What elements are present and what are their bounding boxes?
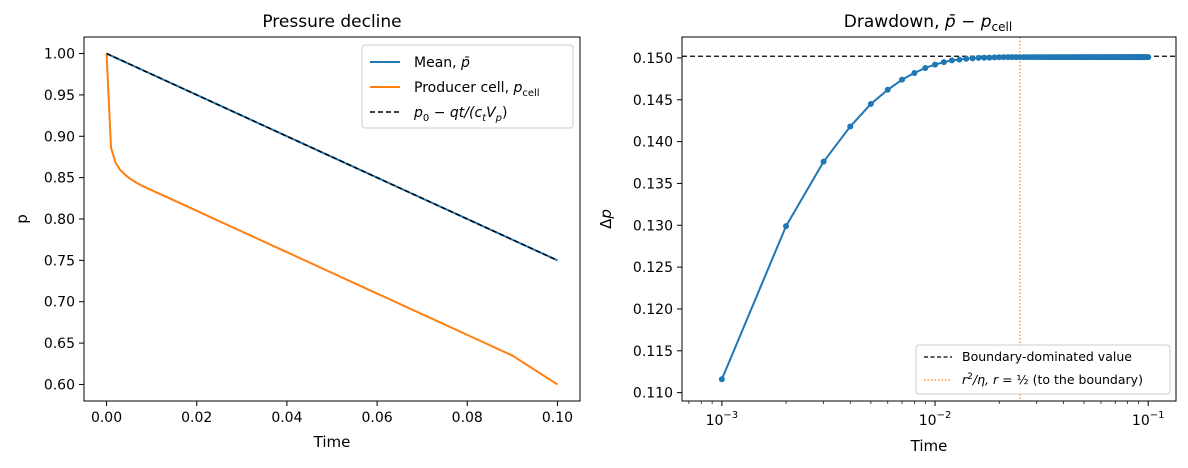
chart1-y-ticks: 0.60 0.65 0.70 0.75 0.80 0.85 0.90 0.95 1.00: [44, 47, 84, 393]
chart2-legend: Boundary-dominated value r2/η, r = ½ (to…: [915, 344, 1171, 395]
legend-entry-producer: Producer cell, pcell: [414, 80, 540, 99]
chart1-y-tick-label: 0.65: [44, 336, 75, 352]
chart1-x-tick-label: 0.00: [91, 410, 122, 426]
chart1-x-tick-label: 0.06: [362, 410, 393, 426]
legend-entry-diffusion-time: r2/η, r = ½ (to the boundary): [962, 372, 1143, 387]
drawdown-point: [996, 54, 1003, 61]
drawdown-point: [783, 223, 790, 230]
drawdown-point: [940, 59, 947, 66]
drawdown-point: [975, 54, 982, 61]
drawdown-point: [847, 123, 854, 130]
chart2-y-axis-label: Δp: [597, 209, 615, 229]
series-producer-cell-line: [105, 53, 558, 386]
series-analytic-line: [106, 52, 558, 261]
chart2-axes-frame: [681, 36, 1177, 402]
chart2-series-layer: [718, 54, 1152, 383]
drawdown-point: [956, 56, 963, 63]
chart1-y-axis-label: p: [13, 214, 31, 224]
chart2-y-tick-label: 0.110: [633, 386, 673, 402]
chart1-x-axis-label: Time: [313, 433, 351, 451]
chart1-x-tick-label: 0.02: [181, 410, 212, 426]
drawdown-point: [911, 69, 918, 76]
chart2-legend-box: [915, 344, 1171, 395]
drawdown-point: [963, 55, 970, 62]
drawdown-point: [1000, 54, 1007, 61]
chart1-legend-box: [361, 44, 574, 129]
chart2-x-ticks: 10−3 10−2 10−1: [688, 401, 1165, 429]
legend-entry-analytic: p0 − qt/(ctVp): [413, 105, 508, 124]
chart1-y-tick-label: 0.70: [44, 295, 75, 311]
chart1-y-tick-label: 0.80: [44, 212, 75, 228]
series-drawdown-line: [720, 56, 1149, 380]
chart1-y-tick-label: 0.75: [44, 253, 75, 269]
drawdown-point: [718, 376, 725, 383]
chart2-x-axis-label: Time: [910, 437, 948, 455]
pressure-decline-chart: Pressure decline 0.00 0.02 0.04 0.06 0.08 0.1…: [13, 12, 581, 451]
chart1-x-tick-label: 0.04: [271, 410, 302, 426]
chart1-title: Pressure decline: [262, 12, 401, 32]
drawdown-point: [932, 61, 939, 68]
drawdown-point: [986, 54, 993, 61]
chart2-y-tick-label: 0.135: [633, 176, 673, 192]
chart2-title: Drawdown, p̄ − pcell: [844, 12, 1012, 34]
drawdown-point: [820, 158, 827, 165]
drawdown-point: [981, 54, 988, 61]
chart1-series-layer: [105, 52, 558, 386]
chart1-x-ticks: 0.00 0.02 0.04 0.06 0.08 0.10: [91, 401, 573, 426]
legend-entry-mean: Mean, p̄: [414, 55, 470, 71]
drawdown-point: [899, 76, 906, 83]
chart1-y-tick-label: 0.85: [44, 171, 75, 187]
drawdown-chart: Drawdown, p̄ − pcell 10−3 10−2 10−1 0.1100…: [597, 12, 1177, 455]
chart1-x-tick-label: 0.10: [542, 410, 573, 426]
drawdown-point: [867, 100, 874, 107]
chart1-y-tick-label: 0.95: [44, 88, 75, 104]
drawdown-point: [1145, 54, 1152, 61]
drawdown-point: [1005, 54, 1012, 61]
chart2-y-tick-label: 0.140: [633, 135, 673, 151]
drawdown-point: [969, 55, 976, 62]
chart2-y-tick-label: 0.150: [633, 51, 673, 67]
drawdown-point: [991, 54, 998, 61]
chart2-y-tick-label: 0.115: [633, 344, 673, 360]
chart1-y-tick-label: 0.60: [44, 377, 75, 393]
chart1-y-tick-label: 1.00: [44, 47, 75, 63]
chart2-y-tick-label: 0.125: [633, 260, 673, 276]
drawdown-point: [884, 86, 891, 93]
chart2-y-ticks: 0.110 0.115 0.120 0.125 0.130 0.135 0.140 0.145…: [633, 51, 682, 402]
chart2-x-tick-label: 10−2: [919, 410, 952, 429]
chart2-x-tick-label: 10−1: [1132, 410, 1165, 429]
chart1-legend: Mean, p̄ Producer cell, pcell p0 − qt/(c…: [361, 44, 574, 129]
chart2-x-tick-label: 10−3: [706, 410, 739, 429]
chart1-y-tick-label: 0.90: [44, 129, 75, 145]
chart2-y-tick-label: 0.145: [633, 93, 673, 109]
chart1-x-tick-label: 0.08: [452, 410, 483, 426]
legend-entry-boundary: Boundary-dominated value: [962, 349, 1132, 364]
chart2-y-tick-label: 0.130: [633, 218, 673, 234]
drawdown-point: [922, 64, 929, 71]
drawdown-point: [948, 57, 955, 64]
chart2-y-tick-label: 0.120: [633, 302, 673, 318]
